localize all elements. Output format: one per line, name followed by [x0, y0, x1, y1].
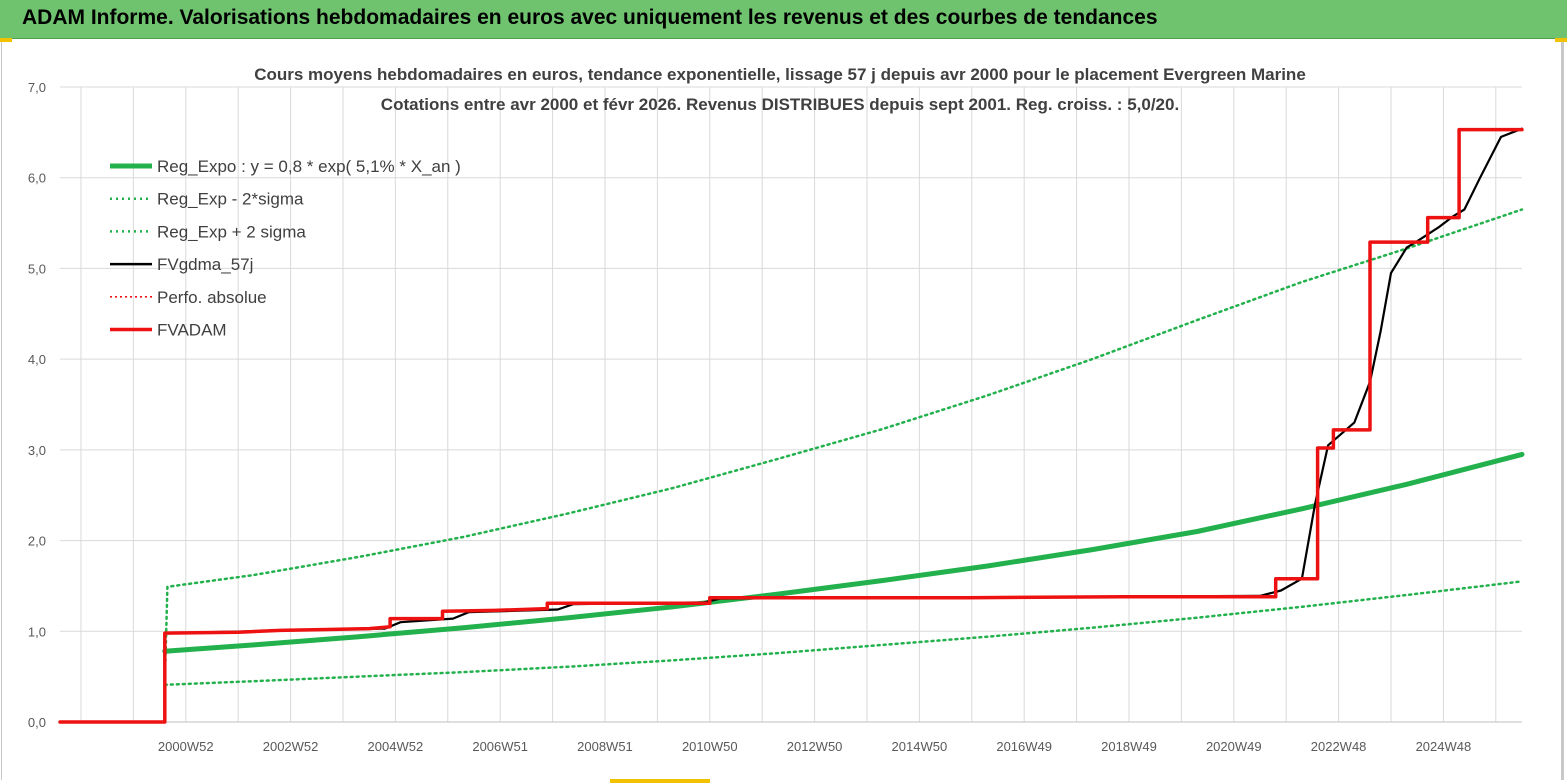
y-tick-label: 0,0: [28, 715, 46, 730]
x-tick-label: 2008W51: [577, 739, 633, 754]
series-line-3: [58, 127, 1524, 724]
legend: Reg_Expo : y = 0,8 * exp( 5,1% * X_an ) R…: [110, 157, 461, 340]
y-tick-label: 4,0: [28, 352, 46, 367]
chart-title: Cours moyens hebdomadaires en euros, ten…: [254, 65, 1306, 84]
grid-layer: [60, 86, 1522, 723]
legend-label: Reg_Exp + 2 sigma: [157, 222, 306, 241]
corner-mark-bottom: [610, 779, 710, 783]
series-line-5: [58, 127, 1524, 724]
x-tick-label: 2012W50: [787, 739, 843, 754]
x-tick-label: 2000W52: [158, 739, 214, 754]
x-tick-label: 2024W48: [1416, 739, 1472, 754]
corner-mark-right: [1555, 38, 1567, 42]
corner-mark-left: [0, 38, 12, 42]
chart-subtitle: Cotations entre avr 2000 et févr 2026. R…: [381, 95, 1179, 114]
legend-label: Perfo. absolue: [157, 288, 267, 307]
series-line-2: [163, 208, 1524, 687]
series-layer: [58, 127, 1525, 724]
chart-frame: [1, 40, 1564, 780]
title-banner: ADAM Informe. Valorisations hebdomadaire…: [0, 0, 1567, 39]
x-tick-label: 2020W49: [1206, 739, 1262, 754]
series-line-1: [163, 580, 1524, 687]
legend-label: Reg_Exp - 2*sigma: [157, 190, 304, 209]
x-tick-label: 2018W49: [1101, 739, 1157, 754]
y-tick-label: 2,0: [28, 534, 46, 549]
legend-label: FVADAM: [157, 321, 227, 340]
x-tick-label: 2002W52: [263, 739, 319, 754]
x-tick-label: 2014W50: [892, 739, 948, 754]
series-line-0: [162, 451, 1525, 654]
legend-label: Reg_Expo : y = 0,8 * exp( 5,1% * X_an ): [157, 157, 461, 176]
y-tick-label: 6,0: [28, 171, 46, 186]
y-tick-label: 3,0: [28, 443, 46, 458]
page-title: ADAM Informe. Valorisations hebdomadaire…: [22, 6, 1158, 29]
x-tick-label: 2022W48: [1311, 739, 1367, 754]
y-tick-label: 5,0: [28, 261, 46, 276]
x-tick-label: 2006W51: [472, 739, 528, 754]
chart-title-layer: Cours moyens hebdomadaires en euros, ten…: [254, 65, 1306, 114]
x-tick-label: 2016W49: [996, 739, 1052, 754]
y-tick-label: 1,0: [28, 624, 46, 639]
legend-label: FVgdma_57j: [157, 255, 253, 274]
axis-layer: 0,0 1,0 2,0 3,0 4,0 5,0 6,0 7,0 2000W52 2002W52 20…: [28, 80, 1522, 754]
x-tick-label: 2004W52: [368, 739, 424, 754]
x-tick-label: 2010W50: [682, 739, 738, 754]
y-tick-label: 7,0: [28, 80, 46, 95]
